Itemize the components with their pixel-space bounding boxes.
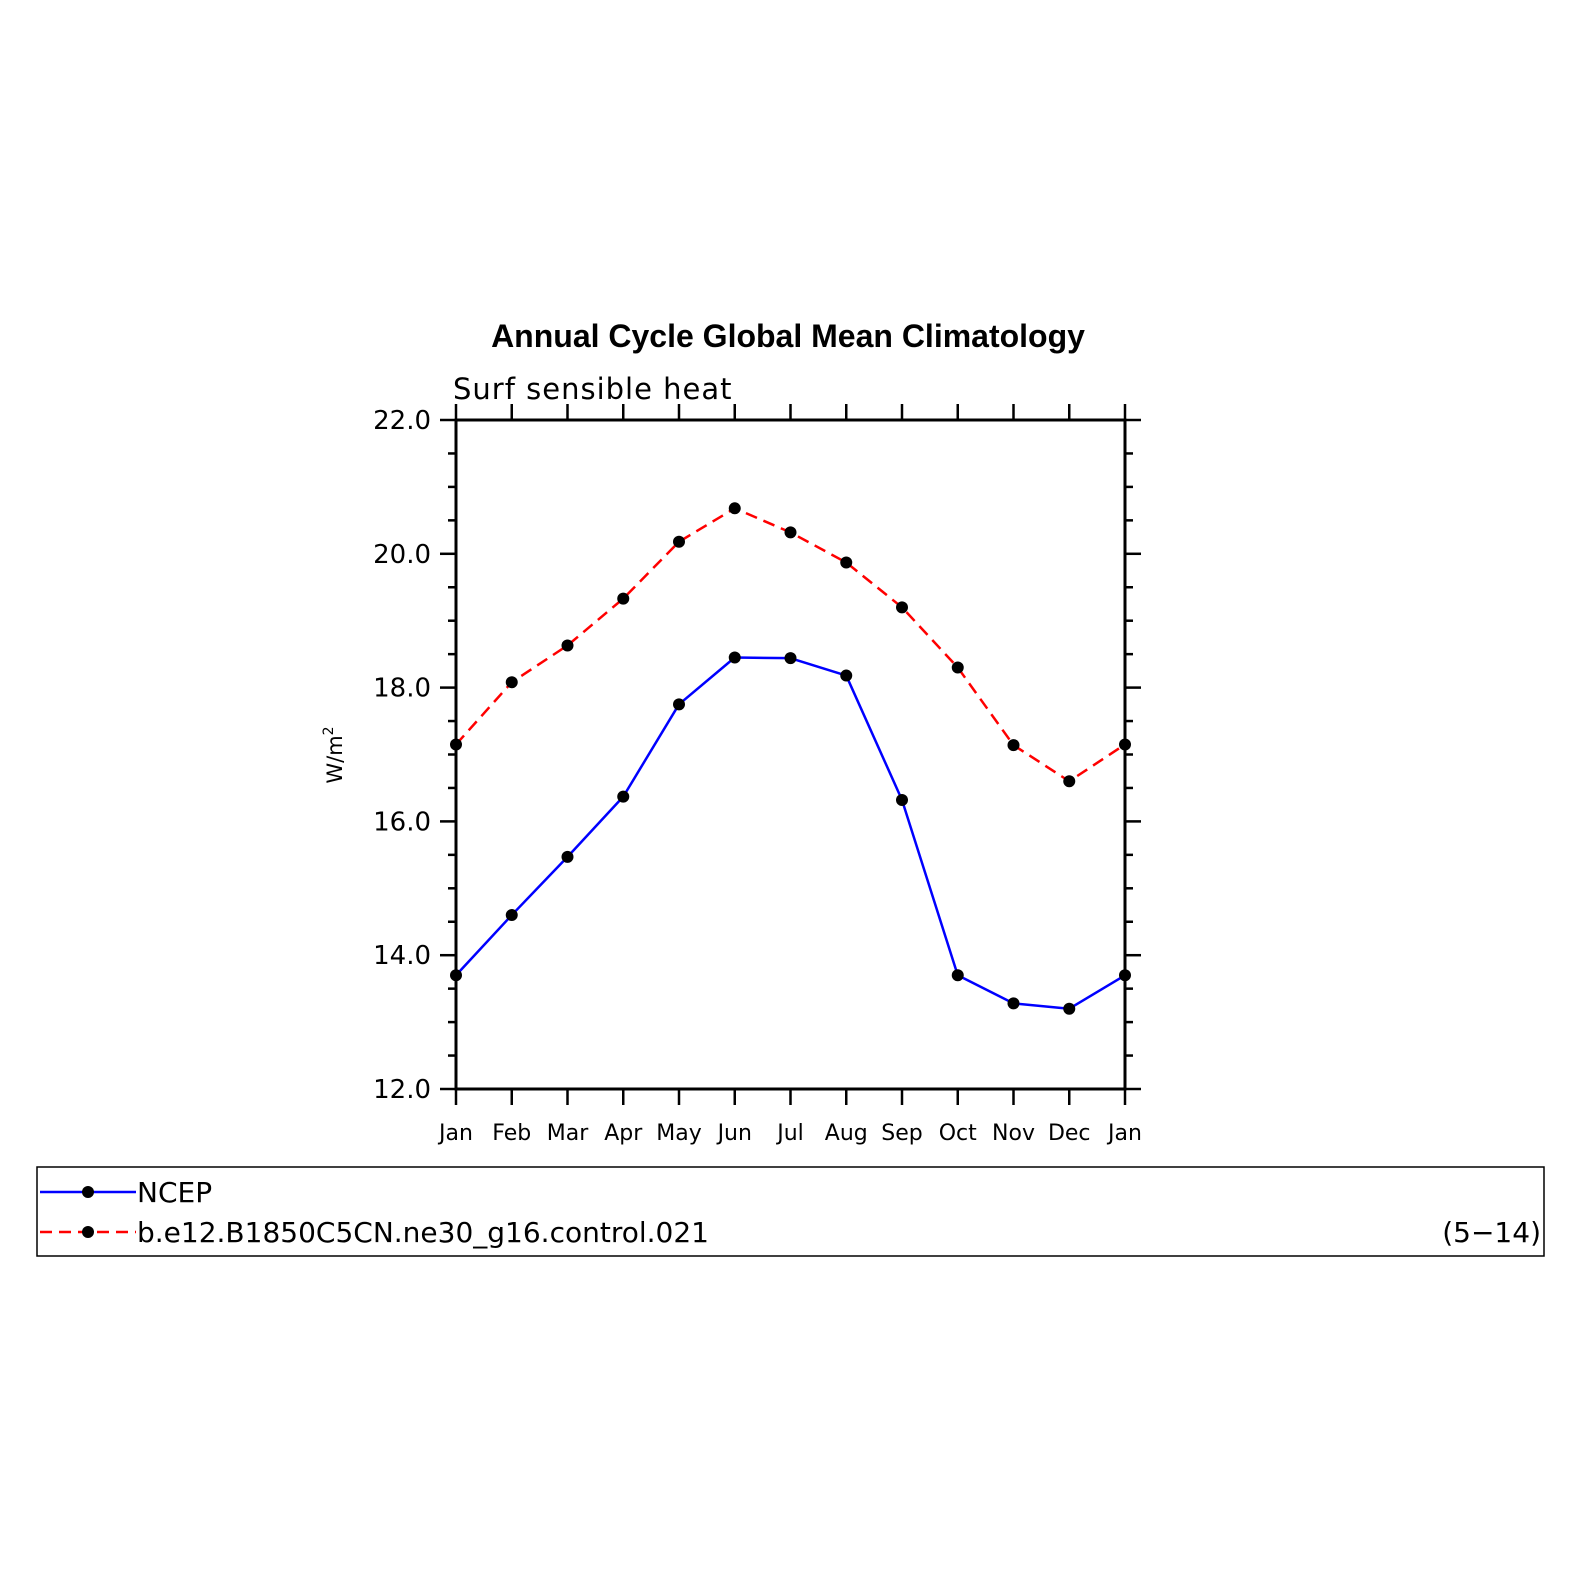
x-tick-label: Sep [881, 1121, 922, 1146]
data-point-s0-11 [1063, 1002, 1076, 1015]
data-point-s1-2 [561, 639, 574, 652]
x-tick-label: Jul [775, 1121, 804, 1146]
data-point-s0-1 [505, 909, 518, 922]
data-point-s1-0 [450, 738, 462, 751]
x-tick-label: Jun [716, 1121, 752, 1146]
series-line-0 [455, 656, 1126, 1010]
y-tick-label: 12.0 [373, 1075, 431, 1105]
y-axis-tick-labels: 12.0 14.0 16.0 18.0 20.0 22.0 [373, 406, 431, 1105]
x-tick-label: May [656, 1121, 701, 1146]
x-axis-tick-labels: Jan Feb Mar Apr May Jun Jul Aug Sep Oct Nov Dec Jan [437, 1121, 1142, 1146]
data-point-s1-9 [951, 661, 964, 674]
data-point-s0-12 [1119, 969, 1131, 982]
y-tick-label: 14.0 [373, 941, 431, 971]
x-tick-label: Apr [604, 1121, 643, 1146]
data-point-s1-1 [505, 676, 518, 689]
data-point-s1-10 [1007, 739, 1020, 752]
legend-marker-ncep [82, 1186, 94, 1198]
y-tick-label: 16.0 [373, 807, 431, 837]
series-line-1 [455, 507, 1126, 783]
data-point-s0-2 [561, 850, 574, 863]
data-point-s0-0 [450, 969, 462, 982]
legend-label-ncep: NCEP [137, 1176, 212, 1209]
x-tick-label: Mar [547, 1121, 589, 1146]
legend-note: (5−14) [1442, 1216, 1541, 1249]
legend: NCEP b.e12.B1850C5CN.ne30_g16.control.02… [36, 1166, 1545, 1257]
y-tick-label: 22.0 [373, 406, 431, 436]
data-point-s1-12 [1119, 738, 1131, 751]
x-tick-label: Aug [825, 1121, 868, 1146]
series-lines [455, 507, 1126, 1010]
axis-ticks [440, 404, 1141, 1105]
data-point-s1-5 [728, 502, 741, 515]
legend-marker-model [82, 1226, 94, 1238]
data-point-s0-9 [951, 969, 964, 982]
data-point-s1-11 [1063, 775, 1076, 788]
data-point-s0-10 [1007, 997, 1020, 1010]
data-point-s1-4 [673, 535, 685, 548]
series-markers [450, 502, 1131, 1015]
y-axis-label-unit: W/m [323, 735, 347, 783]
x-tick-label: Jan [1106, 1121, 1142, 1146]
chart-subtitle: Surf sensible heat [453, 372, 733, 406]
y-tick-label: 20.0 [373, 540, 431, 570]
data-point-s1-6 [784, 526, 797, 539]
data-point-s1-8 [896, 601, 908, 614]
y-axis-label-superscript: 2 [321, 726, 337, 735]
x-tick-label: Jan [437, 1121, 473, 1146]
plot-frame [454, 418, 1127, 1091]
x-tick-label: Nov [992, 1121, 1035, 1146]
legend-label-model: b.e12.B1850C5CN.ne30_g16.control.021 [137, 1216, 709, 1249]
data-point-s1-7 [840, 556, 853, 569]
x-tick-label: Feb [492, 1121, 531, 1146]
data-point-s0-4 [673, 698, 685, 711]
y-axis-label: W/m2 [321, 726, 347, 783]
data-point-s1-3 [617, 592, 630, 605]
x-tick-label: Oct [939, 1121, 977, 1146]
data-point-s0-7 [840, 669, 853, 682]
data-point-s0-5 [728, 651, 741, 664]
chart-title: Annual Cycle Global Mean Climatology [491, 318, 1085, 354]
data-point-s0-3 [617, 790, 630, 803]
x-tick-label: Dec [1048, 1121, 1091, 1146]
data-point-s0-6 [784, 652, 797, 665]
y-tick-label: 18.0 [373, 674, 431, 704]
legend-box [36, 1166, 1545, 1257]
data-point-s0-8 [896, 793, 908, 806]
